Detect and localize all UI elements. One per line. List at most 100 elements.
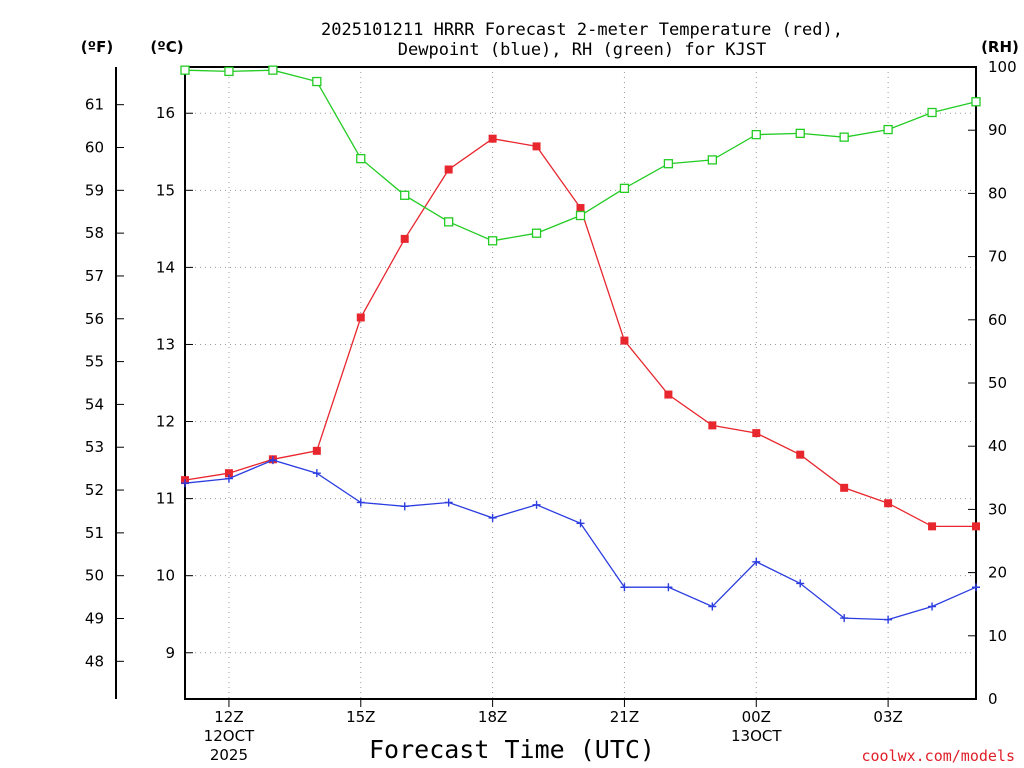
- grid-layer: [185, 67, 976, 699]
- dewpoint-point: [576, 519, 585, 528]
- fahrenheit-tick-label: 52: [85, 481, 104, 499]
- dewpoint-point: [972, 583, 980, 592]
- rh-tick-label: 30: [988, 500, 1007, 518]
- rh-unit-label: (RH): [981, 38, 1019, 56]
- fahrenheit-tick-label: 55: [85, 353, 104, 371]
- fahrenheit-tick-label: 51: [85, 524, 104, 542]
- fahrenheit-tick-label: 48: [85, 652, 104, 670]
- rh-tick-label: 90: [988, 121, 1007, 139]
- rh-tick-label: 0: [988, 690, 998, 708]
- rh-point: [883, 124, 893, 135]
- temperature-point: [532, 142, 541, 151]
- dewpoint-point: [400, 502, 409, 511]
- dewpoint-point: [532, 500, 541, 509]
- celsius-tick-label: 14: [156, 258, 175, 276]
- fahrenheit-tick-label: 61: [85, 96, 104, 114]
- rh-point: [751, 129, 761, 140]
- rh-point: [444, 217, 454, 227]
- rh-point: [224, 66, 234, 77]
- rh-point: [356, 153, 366, 164]
- dewpoint-point: [620, 583, 629, 592]
- temperature-point: [400, 234, 409, 243]
- dewpoint-point: [312, 469, 321, 478]
- x-tick-label: 18Z: [478, 708, 507, 726]
- x-tick-label: 12Z: [214, 708, 243, 726]
- temperature-point: [620, 336, 629, 345]
- x-tick-label: 03Z: [873, 708, 902, 726]
- rh-point: [707, 155, 717, 165]
- x-tick-label: 00Z: [742, 708, 771, 726]
- fahrenheit-tick-label: 58: [85, 224, 104, 242]
- rh-point: [795, 128, 805, 139]
- fahrenheit-unit-label: (ºF): [81, 38, 113, 56]
- dewpoint-point: [708, 602, 717, 611]
- celsius-tick-label: 11: [156, 490, 175, 508]
- rh-tick-label: 40: [988, 437, 1007, 455]
- temperature-point: [356, 313, 365, 322]
- dewpoint-point: [664, 583, 673, 592]
- rh-point: [180, 65, 190, 75]
- dewpoint-point: [752, 557, 761, 566]
- credit-text: coolwx.com/models: [861, 747, 1015, 765]
- rh-point: [312, 76, 322, 87]
- dewpoint-point: [796, 579, 805, 588]
- temperature-point: [884, 499, 893, 508]
- rh-point: [487, 236, 498, 246]
- rh-point: [839, 132, 849, 142]
- chart-title-line2: Dewpoint (blue), RH (green) for KJST: [398, 40, 766, 60]
- dewpoint-point: [181, 479, 189, 488]
- rh-point: [971, 97, 981, 107]
- fahrenheit-tick-label: 53: [85, 438, 104, 456]
- dewpoint-point: [884, 615, 893, 624]
- temperature-point: [708, 421, 717, 430]
- temperature-point: [928, 522, 937, 531]
- dewpoint-line: [184, 459, 977, 621]
- x-axis-title: Forecast Time (UTC): [369, 735, 655, 764]
- temperature-line: [184, 138, 976, 528]
- celsius-unit-label: (ºC): [150, 38, 183, 56]
- fahrenheit-tick-label: 57: [85, 267, 104, 285]
- rh-tick-label: 20: [988, 564, 1007, 582]
- temperature-point: [972, 522, 980, 531]
- rh-point: [400, 190, 410, 200]
- fahrenheit-tick-label: 49: [85, 610, 104, 628]
- axis-layer: [115, 66, 977, 700]
- rh-point: [619, 183, 630, 193]
- temperature-point: [576, 204, 585, 213]
- rh-tick-label: 60: [988, 311, 1007, 329]
- x-tick-date-label: 13OCT: [731, 727, 782, 745]
- x-tick-date-label: 12OCT: [204, 727, 255, 745]
- celsius-tick-label: 12: [156, 413, 175, 431]
- x-tick-label: 15Z: [346, 708, 375, 726]
- rh-point: [663, 159, 674, 169]
- celsius-tick-label: 16: [156, 104, 175, 122]
- rh-point: [575, 210, 586, 221]
- rh-tick-label: 70: [988, 248, 1007, 266]
- celsius-tick-label: 10: [156, 567, 175, 585]
- rh-point: [927, 107, 937, 118]
- temperature-point: [488, 134, 497, 143]
- temperature-point: [840, 483, 849, 492]
- fahrenheit-tick-label: 56: [85, 310, 104, 328]
- dewpoint-point: [928, 602, 937, 611]
- celsius-tick-label: 15: [156, 181, 175, 199]
- dewpoint-point: [224, 474, 233, 483]
- celsius-tick-label: 13: [156, 335, 175, 353]
- temperature-point: [224, 469, 233, 478]
- rh-tick-label: 50: [988, 374, 1007, 392]
- series-layer: [180, 65, 981, 624]
- rh-tick-label: 100: [988, 58, 1017, 76]
- temperature-point: [664, 390, 673, 399]
- temperature-point: [444, 165, 453, 174]
- rh-point: [531, 228, 542, 238]
- dewpoint-point: [444, 498, 453, 507]
- dewpoint-point: [488, 513, 497, 522]
- temperature-point: [752, 429, 761, 438]
- x-tick-label: 21Z: [610, 708, 639, 726]
- rh-point: [268, 65, 278, 75]
- celsius-tick-label: 9: [165, 644, 175, 662]
- fahrenheit-tick-label: 59: [85, 181, 104, 199]
- temperature-point: [796, 450, 805, 459]
